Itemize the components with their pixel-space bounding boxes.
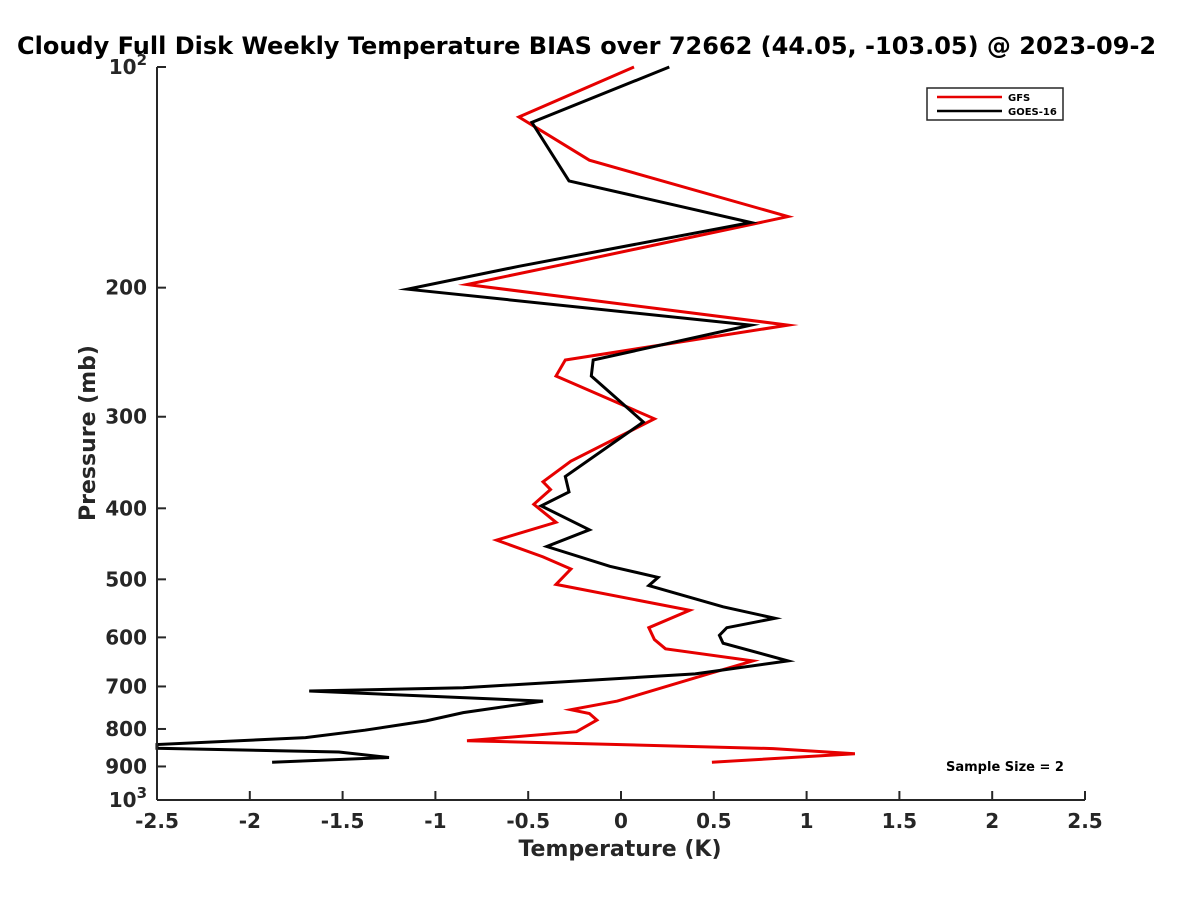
x-tick-label: -2 [239, 809, 261, 833]
y-tick-label: 900 [105, 754, 147, 778]
x-tick-label: 2.5 [1067, 809, 1102, 833]
legend: GFS GOES-16 [926, 87, 1064, 121]
legend-label-gfs: GFS [1008, 93, 1030, 104]
series-line-gfs [457, 65, 855, 764]
legend-box [926, 87, 1064, 121]
series-line-goes16 [155, 65, 796, 764]
x-tick-label: 1.5 [882, 809, 917, 833]
x-tick-label: 1 [800, 809, 814, 833]
x-axis-label: Temperature (K) [518, 837, 721, 862]
y-tick-label: 500 [105, 567, 147, 591]
y-axis: 102 200 300 400 500 600 700 800 900 103 [105, 51, 166, 812]
y-tick-label: 103 [109, 784, 147, 812]
y-tick-label: 400 [105, 496, 147, 520]
y-tick-label: 800 [105, 717, 147, 741]
x-tick-label: 0 [614, 809, 628, 833]
x-tick-label: 2 [985, 809, 999, 833]
x-axis-ticks: -2.5 -2 -1.5 -1 -0.5 0 0.5 1 1.5 2 2.5 [135, 791, 1103, 833]
x-tick-label: -0.5 [506, 809, 550, 833]
y-tick-label: 600 [105, 625, 147, 649]
y-tick-label: 700 [105, 674, 147, 698]
plot-area [155, 65, 855, 764]
x-tick-label: -1 [424, 809, 446, 833]
y-tick-label: 200 [105, 276, 147, 300]
sample-size-annotation: Sample Size = 2 [946, 760, 1064, 775]
chart-title: Cloudy Full Disk Weekly Temperature BIAS… [17, 32, 1156, 60]
y-axis-label: Pressure (mb) [76, 345, 101, 521]
x-tick-label: -2.5 [135, 809, 179, 833]
x-tick-label: 0.5 [696, 809, 731, 833]
y-tick-label: 102 [109, 51, 147, 79]
y-axis-ticks: 102 200 300 400 500 600 700 800 900 103 [105, 51, 166, 812]
legend-label-goes16: GOES-16 [1008, 107, 1057, 118]
y-tick-label: 300 [105, 405, 147, 429]
x-tick-label: -1.5 [321, 809, 365, 833]
x-axis: -2.5 -2 -1.5 -1 -0.5 0 0.5 1 1.5 2 2.5 [135, 791, 1103, 833]
